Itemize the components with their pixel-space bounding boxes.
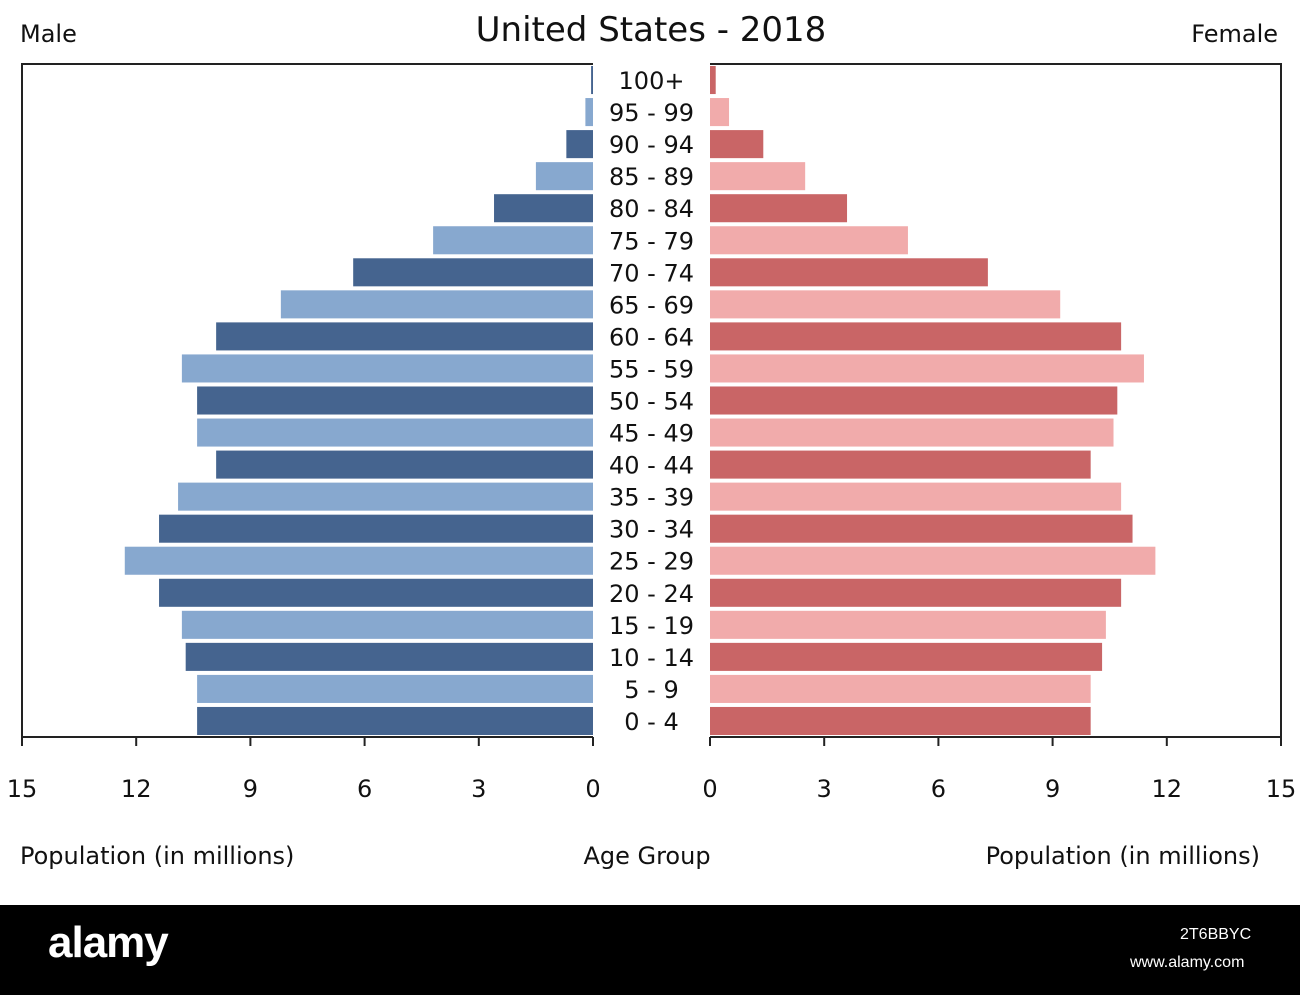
age-group-tick-label: 45 - 49	[609, 420, 694, 448]
population-pyramid-chart: United States - 2018 Male Female 100+95 …	[7, 10, 1297, 870]
female-x-tick-label: 15	[1266, 775, 1297, 803]
site-url: www.alamy.com	[1130, 954, 1245, 971]
male-x-tick-label: 3	[471, 775, 486, 803]
female-x-tick-label: 9	[1045, 775, 1060, 803]
male-x-axis-label: Population (in millions)	[20, 842, 294, 870]
brand-logo: alamy	[48, 918, 169, 967]
female-x-tick-label: 6	[931, 775, 946, 803]
male-bar-85-89	[535, 162, 593, 191]
female-bar-50-54	[710, 386, 1118, 415]
age-group-tick-label: 35 - 39	[609, 484, 694, 512]
female-bar-95-99	[710, 98, 730, 127]
male-bar-25-29	[124, 546, 593, 575]
female-bar-35-39	[710, 482, 1122, 511]
male-bar-0-4	[197, 706, 593, 735]
age-group-tick-label: 85 - 89	[609, 163, 694, 191]
age-group-tick-label: 65 - 69	[609, 291, 694, 319]
age-group-tick-label: 40 - 44	[609, 452, 694, 480]
male-bar-35-39	[178, 482, 593, 511]
male-x-tick-label: 6	[357, 775, 372, 803]
female-bar-55-59	[710, 354, 1144, 383]
male-bar-5-9	[197, 674, 593, 703]
male-bar-20-24	[159, 578, 594, 607]
female-bar-75-79	[710, 226, 908, 255]
female-x-tick-label: 12	[1152, 775, 1183, 803]
male-bar-80-84	[494, 194, 593, 223]
male-x-tick-label: 0	[585, 775, 600, 803]
female-bar-15-19	[710, 610, 1106, 639]
male-panel-label: Male	[20, 20, 77, 48]
male-bar-65-69	[280, 290, 593, 319]
female-bar-90-94	[710, 130, 764, 159]
female-bar-60-64	[710, 322, 1122, 351]
female-bar-30-34	[710, 514, 1133, 543]
age-group-tick-label: 100+	[619, 67, 685, 95]
age-group-label: Age Group	[583, 842, 710, 870]
male-bar-15-19	[181, 610, 593, 639]
female-bar-45-49	[710, 418, 1114, 447]
female-bar-85-89	[710, 162, 806, 191]
male-bar-40-44	[216, 450, 593, 479]
age-group-tick-label: 30 - 34	[609, 516, 694, 544]
female-bar-0-4	[710, 706, 1091, 735]
male-bar-95-99	[585, 98, 593, 127]
male-plot-frame	[21, 63, 593, 738]
male-bar-55-59	[181, 354, 593, 383]
image-id: 2T6BBYC	[1180, 926, 1252, 943]
male-bar-50-54	[197, 386, 593, 415]
chart-title: United States - 2018	[476, 10, 827, 50]
male-bar-60-64	[216, 322, 593, 351]
age-group-tick-label: 75 - 79	[609, 227, 694, 255]
female-bar-10-14	[710, 642, 1103, 671]
age-group-tick-label: 80 - 84	[609, 195, 694, 223]
female-bar-65-69	[710, 290, 1061, 319]
age-group-tick-label: 5 - 9	[624, 676, 678, 704]
male-bar-75-79	[433, 226, 593, 255]
age-group-tick-label: 15 - 19	[609, 612, 694, 640]
age-group-tick-label: 20 - 24	[609, 580, 694, 608]
male-bar-70-74	[353, 258, 593, 287]
age-group-tick-label: 90 - 94	[609, 131, 694, 159]
female-x-tick-label: 3	[817, 775, 832, 803]
female-bar-25-29	[710, 546, 1156, 575]
age-group-tick-label: 0 - 4	[624, 708, 678, 736]
male-x-tick-label: 15	[7, 775, 38, 803]
age-group-tick-label: 70 - 74	[609, 259, 694, 287]
age-group-tick-label: 60 - 64	[609, 323, 694, 351]
male-bar-90-94	[566, 130, 593, 159]
female-bar-20-24	[710, 578, 1122, 607]
watermark-footer	[0, 905, 1300, 995]
male-x-tick-label: 9	[243, 775, 258, 803]
male-bar-100+	[591, 66, 593, 95]
age-group-tick-label: 25 - 29	[609, 548, 694, 576]
female-bar-70-74	[710, 258, 988, 287]
age-group-tick-label: 95 - 99	[609, 99, 694, 127]
age-group-tick-label: 55 - 59	[609, 355, 694, 383]
male-bar-45-49	[197, 418, 593, 447]
age-group-tick-label: 10 - 14	[609, 644, 694, 672]
female-bar-5-9	[710, 674, 1091, 703]
age-group-tick-label: 50 - 54	[609, 388, 694, 416]
female-x-axis-label: Population (in millions)	[986, 842, 1260, 870]
male-bar-10-14	[185, 642, 594, 671]
female-bar-100+	[710, 66, 716, 95]
female-plot-frame	[710, 63, 1282, 738]
female-bar-40-44	[710, 450, 1091, 479]
male-bar-30-34	[159, 514, 594, 543]
female-x-tick-label: 0	[702, 775, 717, 803]
male-x-tick-label: 12	[121, 775, 152, 803]
female-bar-80-84	[710, 194, 848, 223]
female-panel-label: Female	[1191, 20, 1278, 48]
